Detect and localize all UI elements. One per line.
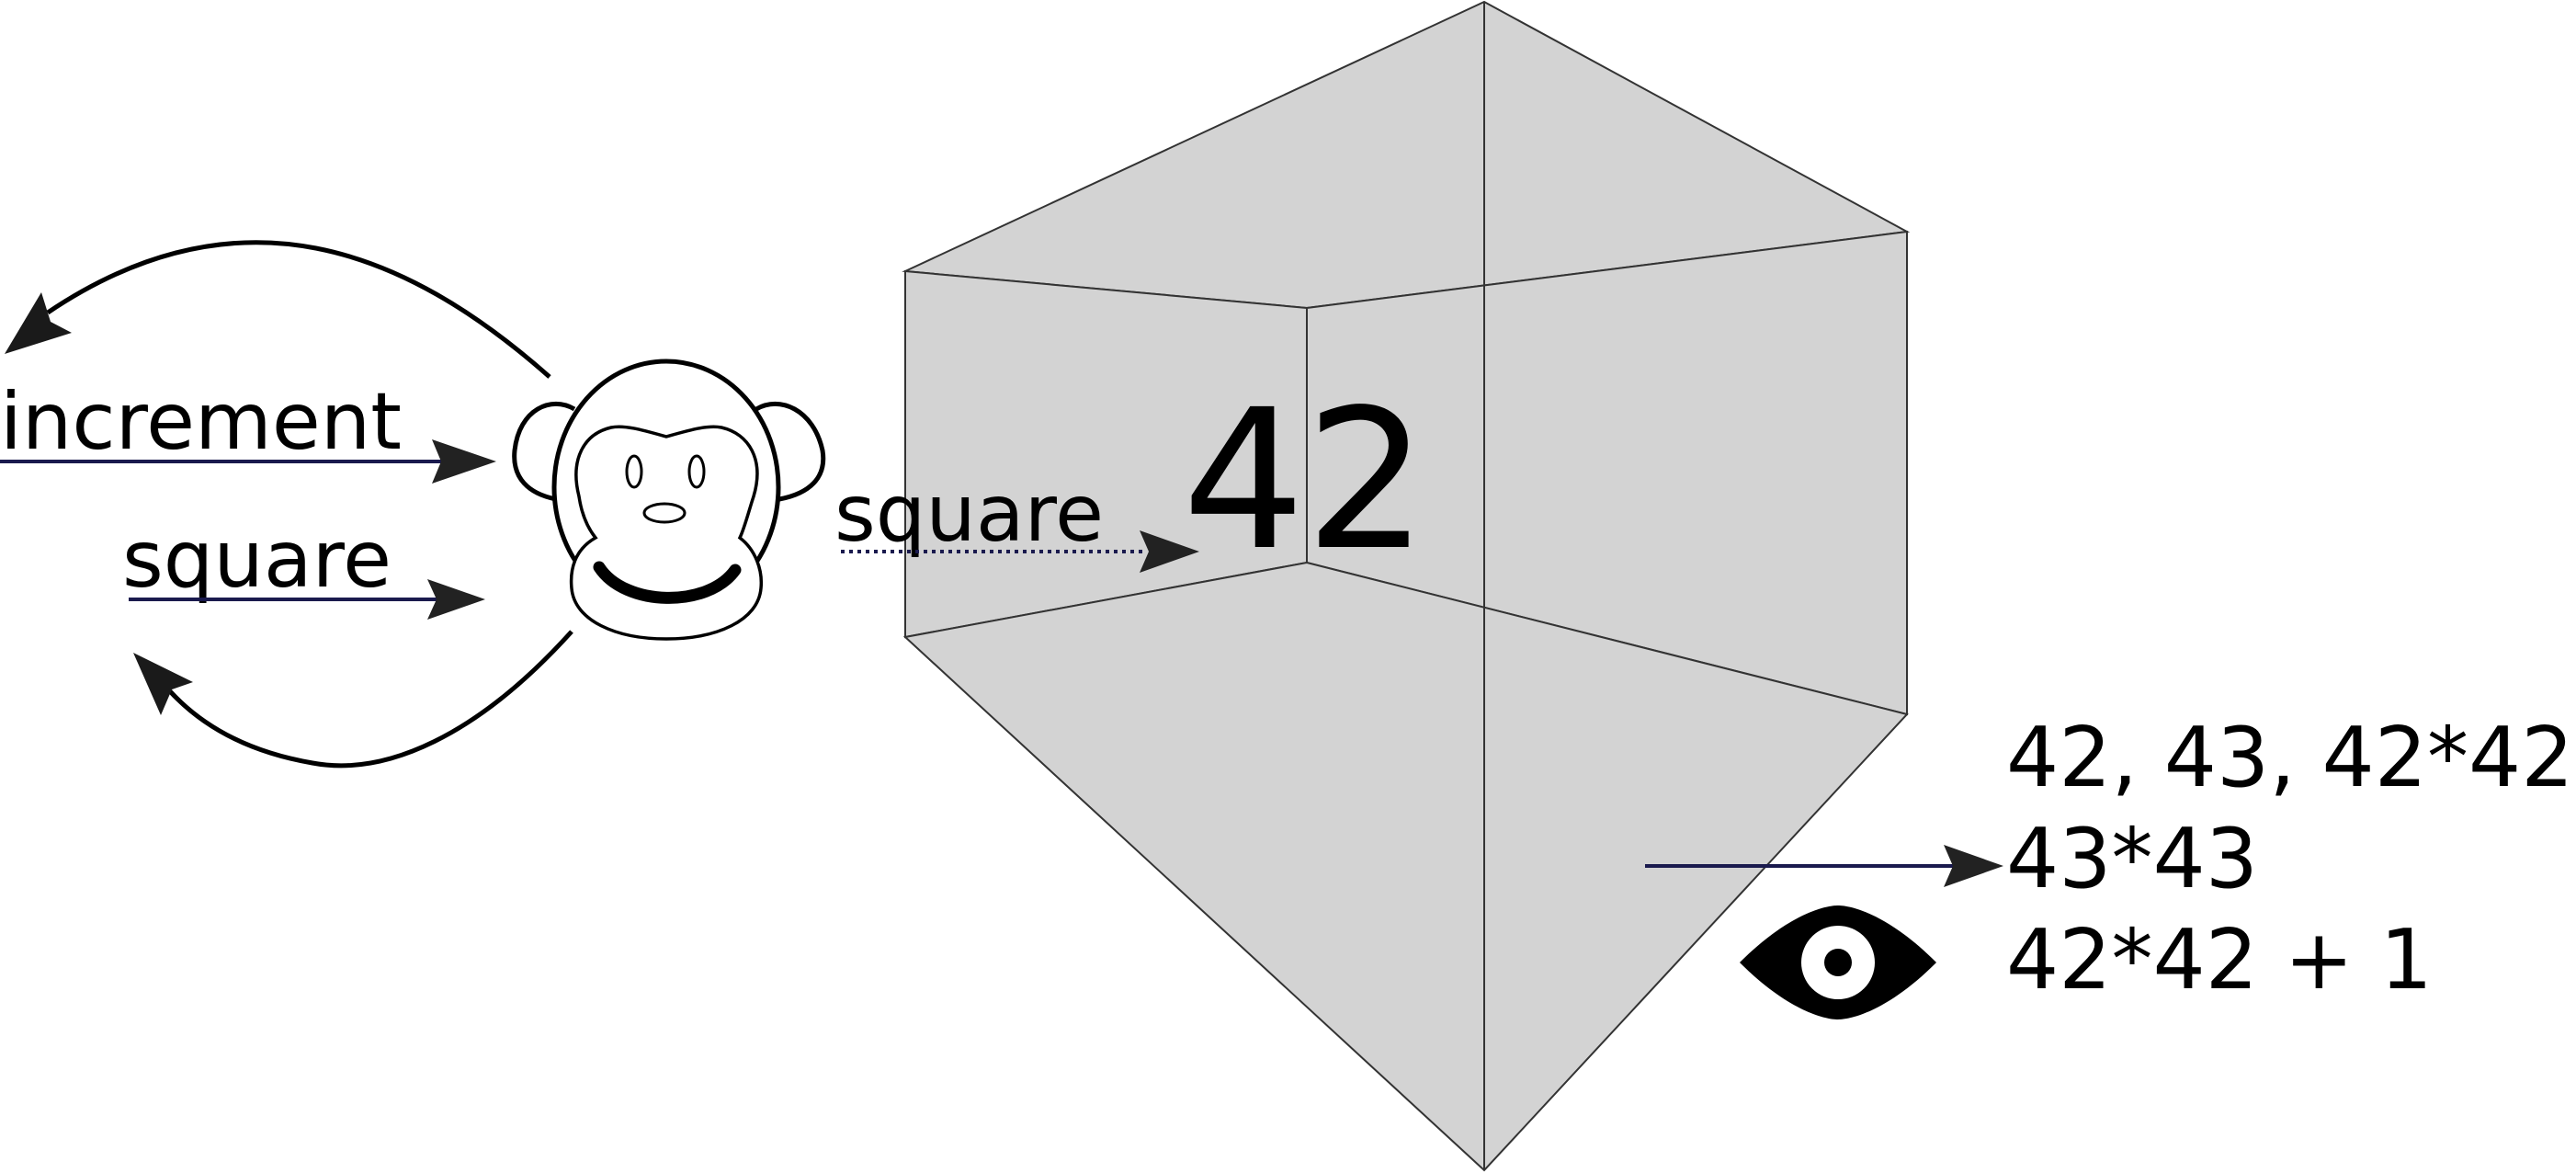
value-box: 42 bbox=[902, 0, 1911, 1172]
arrow-square-mid-head bbox=[1140, 530, 1199, 573]
eye-icon bbox=[1740, 905, 1936, 1019]
arrow-increment-head bbox=[432, 439, 496, 484]
monkey-mouth bbox=[593, 561, 742, 604]
arrow-square-left-head bbox=[427, 579, 485, 620]
monkey-right-eye bbox=[687, 454, 706, 489]
eye-pupil bbox=[1824, 949, 1852, 976]
curved-arrow-top bbox=[46, 240, 551, 379]
arrow-output-head bbox=[1944, 845, 2003, 887]
output-line-3: 42*42 + 1 bbox=[2006, 912, 2433, 1008]
monkey-face-mask bbox=[569, 425, 764, 641]
box-value: 42 bbox=[1182, 368, 1427, 593]
label-square-left: square bbox=[122, 514, 392, 606]
monkey-nose bbox=[642, 502, 687, 524]
monkey-left-eye bbox=[625, 454, 643, 489]
output-line-2: 43*43 bbox=[2006, 811, 2258, 907]
monkey-face-icon bbox=[512, 359, 826, 641]
curved-arrow-top-head bbox=[5, 292, 72, 354]
curved-arrow-bottom bbox=[168, 630, 573, 769]
label-increment: increment bbox=[0, 376, 402, 468]
monkey-right-ear bbox=[755, 401, 826, 502]
label-square-mid: square bbox=[834, 468, 1104, 560]
curved-arrow-bottom-head bbox=[133, 653, 193, 715]
box-bottom-face bbox=[902, 561, 1909, 1172]
output-line-1: 42, 43, 42*42 bbox=[2006, 710, 2574, 806]
